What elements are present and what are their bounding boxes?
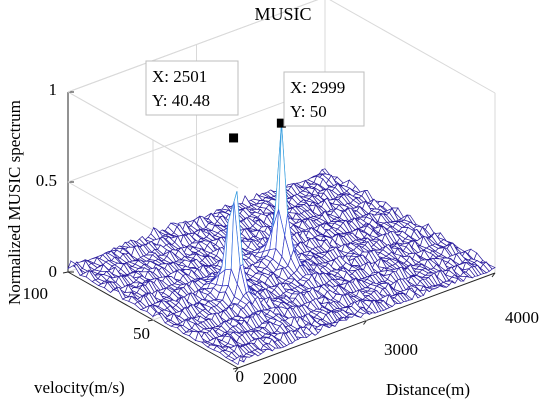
peak-marker-1[interactable] [229, 133, 239, 143]
surface-mesh [67, 123, 496, 366]
datatip-1-x: X: 2501 [152, 67, 207, 86]
x-tick-mark-x1 [363, 320, 367, 325]
surface-cell [231, 354, 242, 366]
y-tick-0: 0 [236, 367, 245, 386]
datatip-2[interactable]: X: 2999 Y: 50 [283, 71, 365, 127]
datatip-1[interactable]: X: 2501 Y: 40.48 [145, 60, 239, 116]
chart-title: MUSIC [254, 4, 311, 24]
x-tick-2000: 2000 [263, 369, 297, 388]
x-tick-3000: 3000 [384, 340, 418, 359]
y-tick-mark-y0 [232, 367, 239, 370]
y-tick-100: 100 [23, 284, 49, 303]
right-wall-top [329, 0, 496, 94]
y-tick-mark-y2 [62, 271, 69, 274]
peak-markers [229, 118, 286, 143]
peak-marker-2[interactable] [276, 118, 286, 128]
y-tick-50: 50 [133, 324, 150, 343]
y-tick-mark-y1 [147, 319, 154, 322]
x-tick-mark-x0 [234, 367, 239, 373]
datatip-2-x: X: 2999 [290, 78, 345, 97]
x-tick-mark-x2 [491, 272, 496, 278]
datatip-1-y: Y: 40.48 [152, 91, 210, 110]
datatips: X: 2501 Y: 40.48 X: 2999 Y: 50 [145, 60, 365, 127]
z-tick-1: 0.5 [36, 171, 57, 190]
y-axis-label: velocity(m/s) [34, 378, 125, 397]
x-tick-4000: 4000 [505, 308, 539, 327]
z-tick-0: 0 [49, 262, 58, 281]
datatip-2-y: Y: 50 [290, 102, 327, 121]
z-tick-2: 1 [49, 80, 58, 99]
x-axis-label: Distance(m) [386, 380, 470, 399]
z-axis-label: Normalized MUSIC spectrum [5, 100, 24, 305]
